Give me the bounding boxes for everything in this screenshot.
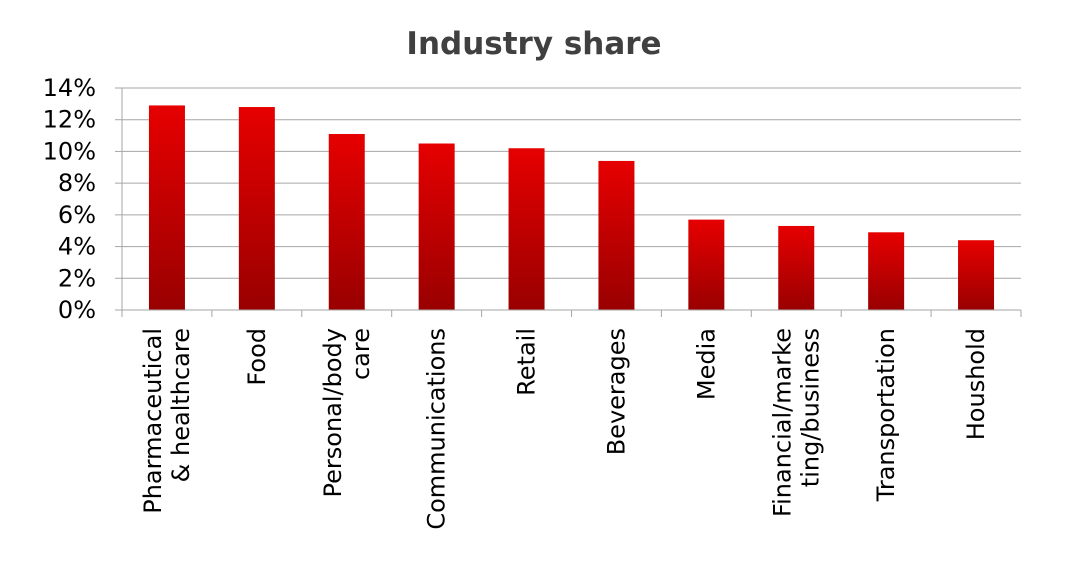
- bar: [688, 219, 725, 310]
- bar: [958, 240, 995, 310]
- y-tick-label: 2%: [58, 264, 96, 292]
- bar: [148, 105, 185, 310]
- y-tick-label: 14%: [43, 74, 96, 102]
- y-tick-label: 10%: [43, 137, 96, 165]
- bar: [238, 107, 275, 311]
- x-tick-label: Food: [243, 328, 271, 386]
- y-tick-label: 6%: [58, 201, 96, 229]
- tick-labels: 0% 2% 4% 6% 8% 10% 12% 14% Pharmaceutical& healt…: [43, 74, 990, 530]
- bar: [508, 148, 545, 310]
- x-tick-label: Beverages: [602, 328, 630, 455]
- bar: [778, 225, 815, 310]
- x-tick-label: Media: [692, 328, 720, 400]
- y-tick-label: 8%: [58, 169, 96, 197]
- axes: [115, 87, 1022, 317]
- x-tick-label: Retail: [513, 328, 541, 396]
- bar: [418, 143, 455, 310]
- bar: [328, 133, 365, 310]
- y-tick-label: 4%: [58, 233, 96, 261]
- chart-title: Industry share: [406, 26, 662, 62]
- x-tick-label: Financial/marketing/business: [768, 328, 824, 517]
- x-tick-label: Houshold: [962, 328, 990, 440]
- x-tick-label: Pharmaceutical& healthcare: [139, 328, 195, 514]
- y-tick-label: 0%: [58, 296, 96, 324]
- x-tick-label: Communications: [423, 328, 451, 530]
- x-tick-label: Transportation: [872, 328, 900, 502]
- bar: [868, 232, 905, 310]
- bars: [148, 105, 995, 311]
- bar: [598, 160, 635, 310]
- y-tick-label: 12%: [43, 106, 96, 134]
- x-tick-label: Personal/bodycare: [319, 328, 375, 497]
